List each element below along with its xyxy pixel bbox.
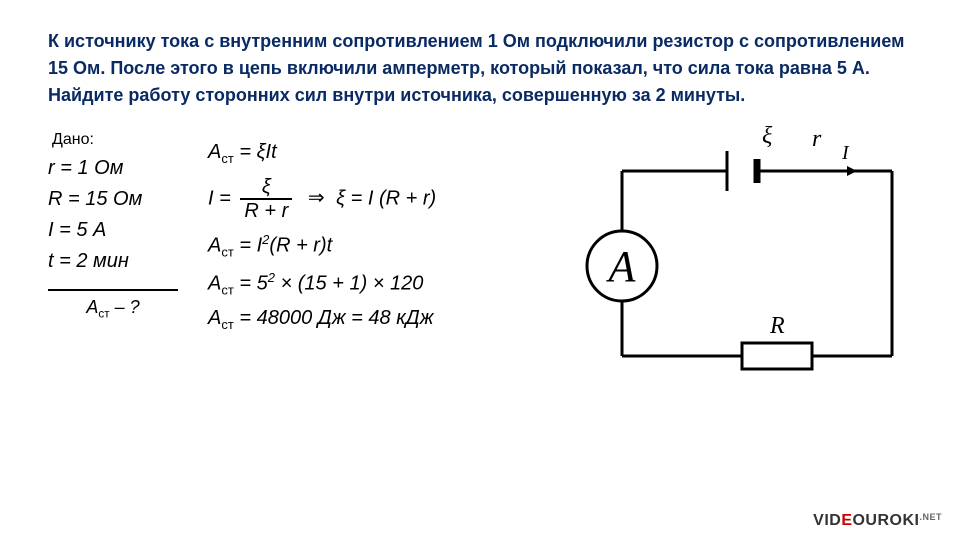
eq1-sub: ст [221,151,233,166]
problem-v3: 5 А [837,58,865,78]
eq4-tail: × (15 + 1) × 120 [275,272,423,294]
problem-v4: 2 минуты [656,85,741,105]
find-tail: – ? [110,297,140,317]
eq1-lhs: A [208,141,221,163]
given-t-var: t [48,250,54,272]
problem-t1: К источнику тока с внутренним сопротивле… [48,31,488,51]
given-box: r = 1 Ом R = 15 Ом I = 5 А t = 2 мин [48,157,178,291]
circuit-diagram: A ξ r I R [602,131,912,391]
eq3-lhs: A [208,235,221,257]
eq5: Aст = 48000 Дж = 48 кДж [208,307,572,332]
given-I: I = 5 А [48,219,172,242]
eq1-rhs: = ξIt [234,141,277,163]
watermark: VIDEOUROKI.NET [813,512,942,530]
given-R-val: = 15 Ом [68,188,142,210]
footer-red: E [841,512,852,529]
eq5-sub: ст [221,317,233,332]
problem-t3: . После этого в цепь включили амперметр,… [100,58,837,78]
eq4-rhs: = 5 [234,272,268,294]
given-t: t = 2 мин [48,250,172,273]
eq2-num: ξ [240,176,292,200]
content-row: Дано: r = 1 Ом R = 15 Ом I = 5 А t = 2 м… [48,131,912,391]
find: Aст – ? [48,297,178,321]
eq2-den: R + r [240,200,292,222]
given-r-val: = 1 Ом [60,157,123,179]
given-R: R = 15 Ом [48,188,172,211]
problem-v2: 15 Ом [48,58,100,78]
derivation-column: Aст = ξIt I = ξR + r ⇒ ξ = I (R + r) Aст… [208,131,572,391]
given-title: Дано: [52,131,178,149]
given-I-var: I [48,219,54,241]
eq5-rhs: = 48000 Дж = 48 кДж [234,307,434,329]
footer-net: .NET [919,512,942,522]
given-r-var: r [48,157,55,179]
eq3-rhs: = I [234,235,262,257]
r-label: r [812,126,822,152]
eq2-frac: ξR + r [240,176,292,222]
eq5-lhs: A [208,307,221,329]
ammeter-label: A [606,242,637,291]
eq3-sub: ст [221,245,233,260]
eq4: Aст = 52 × (15 + 1) × 120 [208,270,572,298]
given-column: Дано: r = 1 Ом R = 15 Ом I = 5 А t = 2 м… [48,131,178,391]
problem-v1: 1 Ом [488,31,530,51]
eq4-sup: 2 [268,270,275,285]
problem-statement: К источнику тока с внутренним сопротивле… [48,28,912,109]
given-t-val: = 2 мин [59,250,129,272]
find-var: A [86,297,98,317]
eq2: I = ξR + r ⇒ ξ = I (R + r) [208,176,572,222]
problem-t2: подключили резистор с сопротивлением [530,31,904,51]
circuit-svg: A ξ r I R [602,131,912,391]
eq3-tail: (R + r)t [269,235,332,257]
eq3: Aст = I2(R + r)t [208,232,572,260]
problem-t5: . [740,85,745,105]
eq2-arrow: ⇒ [302,187,330,209]
R-label: R [769,313,785,339]
eq2-I: I = [208,187,236,209]
eq4-sub: ст [221,282,233,297]
eq1: Aст = ξIt [208,141,572,166]
eq2-tail: ξ = I (R + r) [336,187,436,209]
given-I-val: = 5 А [59,219,106,241]
emf-label: ξ [762,123,773,149]
footer-vid: VID [813,512,841,529]
find-sub: ст [98,308,109,321]
I-label: I [841,142,850,164]
given-R-var: R [48,188,62,210]
given-r: r = 1 Ом [48,157,172,180]
eq4-lhs: A [208,272,221,294]
footer-rest: OUROKI [852,512,919,529]
